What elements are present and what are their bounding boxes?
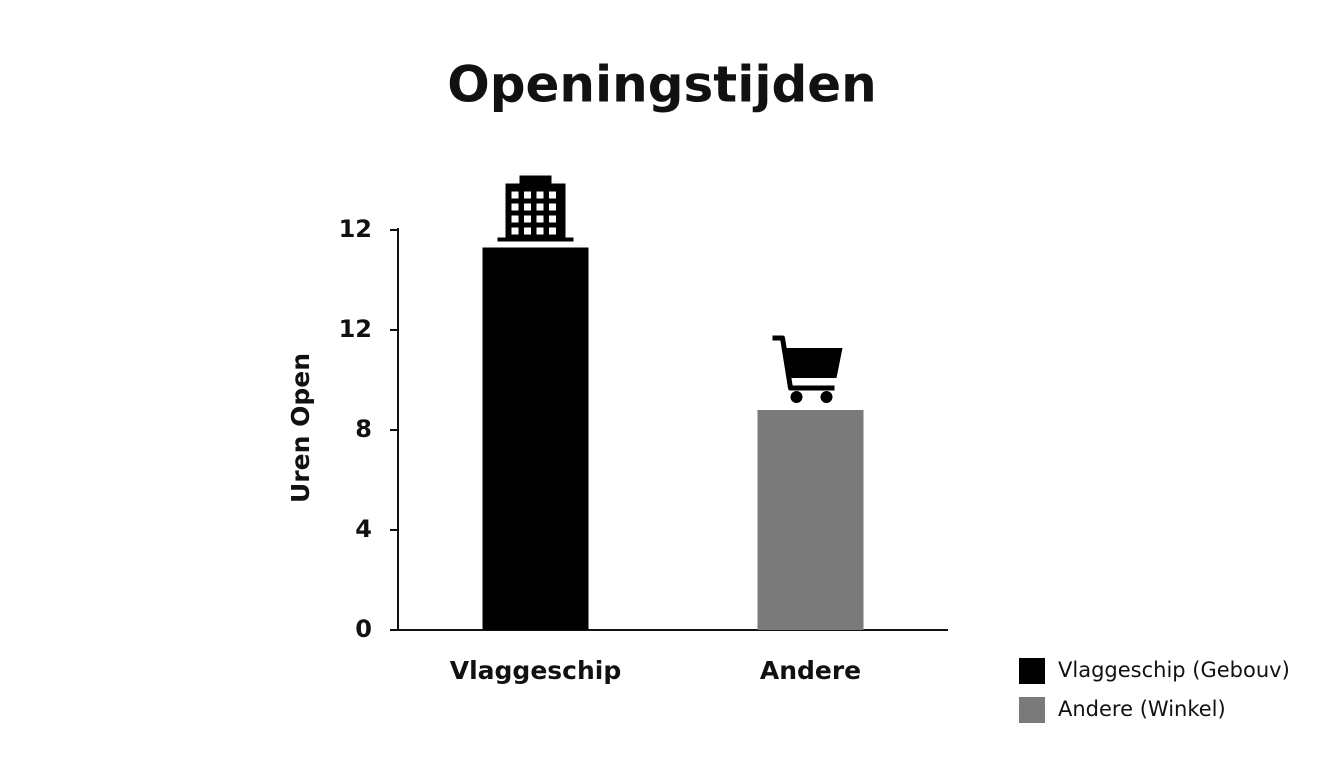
icon-part bbox=[511, 203, 519, 211]
icon-part bbox=[784, 348, 843, 378]
y-tick-label: 8 bbox=[355, 415, 372, 443]
x-tick-label: Andere bbox=[760, 656, 861, 685]
y-axis-label: Uren Open bbox=[286, 353, 315, 503]
icon-part bbox=[820, 391, 833, 403]
icon-part bbox=[524, 203, 531, 211]
icon-part bbox=[772, 335, 835, 391]
icon-part bbox=[536, 215, 544, 223]
icon-part bbox=[524, 191, 531, 199]
chart-title: Openingstijden bbox=[447, 56, 877, 114]
building-icon bbox=[497, 175, 574, 242]
icon-part bbox=[511, 191, 519, 199]
icon-part bbox=[511, 227, 519, 235]
icon-part bbox=[524, 215, 531, 223]
icon-part bbox=[790, 391, 803, 403]
legend-label: Andere (Winkel) bbox=[1058, 697, 1226, 721]
cart-icon bbox=[772, 335, 843, 403]
bar bbox=[757, 410, 864, 630]
legend-label: Vlaggeschip (Gebouv) bbox=[1058, 658, 1290, 682]
icon-part bbox=[511, 215, 519, 223]
icon-part bbox=[536, 227, 544, 235]
bar bbox=[482, 247, 589, 630]
y-tick-label: 4 bbox=[355, 515, 372, 543]
icon-part bbox=[524, 227, 531, 235]
legend-swatch bbox=[1019, 697, 1045, 723]
icon-part bbox=[549, 203, 556, 211]
icon-part bbox=[549, 215, 556, 223]
icon-part bbox=[549, 191, 556, 199]
icon-part bbox=[549, 227, 556, 235]
legend-swatch bbox=[1019, 658, 1045, 684]
y-tick-label: 0 bbox=[355, 615, 372, 643]
icon-part bbox=[536, 191, 544, 199]
icon-part bbox=[497, 237, 574, 242]
y-tick-label: 12 bbox=[339, 315, 372, 343]
y-tick-label: 12 bbox=[339, 215, 372, 243]
icon-part bbox=[519, 175, 552, 186]
x-tick-label: Vlaggeschip bbox=[450, 656, 622, 685]
icon-part bbox=[536, 203, 544, 211]
